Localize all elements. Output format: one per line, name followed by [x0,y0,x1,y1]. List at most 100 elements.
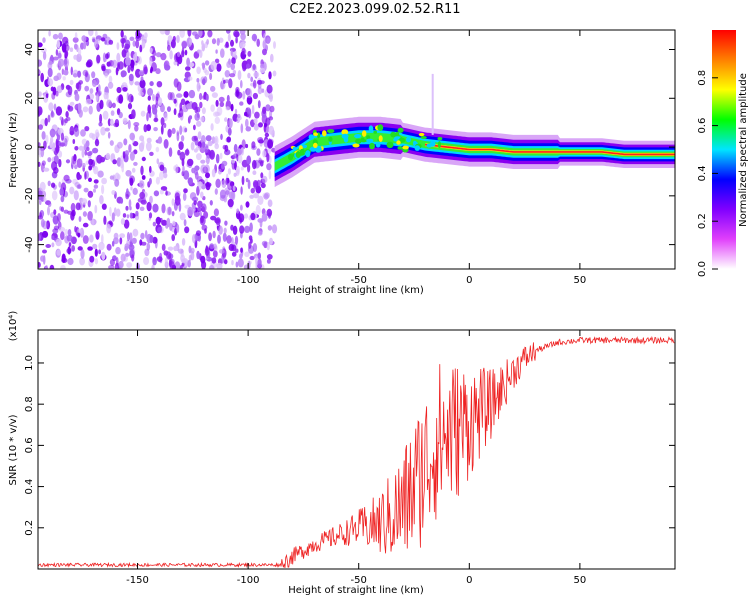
noise-blob [196,82,201,92]
noise-blob [199,211,202,217]
noise-blob [78,47,82,57]
noise-blob [147,88,154,96]
noise-blob [159,252,163,261]
noise-blob [218,225,223,235]
noise-blob [94,30,98,37]
noise-blob [152,221,157,227]
noise-blob [184,127,188,133]
noise-blob [258,122,263,128]
noise-blob [197,181,203,187]
noise-blob [218,249,225,254]
noise-blob [258,159,265,164]
noise-blob [233,143,238,153]
noise-blob [167,128,172,138]
noise-blob [209,243,215,250]
noise-blob [192,196,199,202]
noise-blob [77,174,82,180]
noise-blob [72,139,76,144]
noise-blob [123,138,128,146]
noise-blob [98,249,101,255]
noise-blob [187,206,194,217]
noise-blob [55,144,60,154]
noise-blob [247,50,252,57]
noise-blob [179,264,183,269]
snr-scale-label: (x10⁴) [8,311,19,342]
noise-blob [231,260,234,266]
noise-blob [247,179,251,190]
signal-blob [313,132,318,136]
noise-blob [80,158,83,164]
noise-blob [77,228,82,234]
noise-blob [244,111,248,117]
noise-blob [77,184,82,189]
spectrogram-y-ticks: -40 -20 0 20 40 [24,43,675,253]
noise-blob [172,220,176,227]
noise-blob [160,104,165,113]
noise-blob [214,58,220,64]
colorbar-tick-label: 0.8 [697,70,708,86]
noise-blob [69,186,75,195]
noise-blob [273,41,276,49]
noise-blob [181,158,185,167]
noise-blob [131,109,136,119]
noise-blob [104,127,110,132]
snr-x-ticks: -150 -100 -50 0 50 [126,330,586,586]
noise-blob [108,75,113,84]
noise-blob [260,63,265,70]
noise-blob [109,140,114,146]
noise-blob [126,262,133,268]
signal-blob [299,148,305,154]
noise-blob [272,70,277,77]
noise-blob [139,206,145,211]
noise-blob [40,72,44,83]
noise-blob [177,149,181,156]
y-tick-label: 20 [24,92,35,105]
noise-blob [171,198,175,206]
noise-blob [57,213,61,222]
noise-blob [116,42,120,50]
noise-blob [187,259,191,268]
noise-blob [99,156,106,163]
noise-blob [266,37,271,45]
noise-blob [196,78,200,83]
noise-blob [71,209,76,217]
noise-blob [155,52,162,58]
noise-blob [107,118,111,127]
spectrogram-noise [38,30,278,269]
noise-blob [125,170,132,177]
noise-blob [89,132,94,139]
noise-blob [74,93,80,102]
noise-blob [59,187,64,196]
noise-blob [73,54,78,60]
noise-blob [152,256,157,266]
noise-blob [47,157,52,163]
noise-blob [38,233,41,242]
colorbar-gradient [712,30,736,269]
noise-blob [109,258,115,266]
noise-blob [82,211,87,217]
noise-blob [227,168,231,175]
noise-blob [160,125,164,135]
noise-blob [128,144,132,153]
noise-blob [120,30,124,38]
noise-blob [167,246,174,251]
noise-blob [235,165,240,175]
noise-blob [201,141,206,148]
noise-blob [74,43,78,50]
noise-blob [266,84,273,94]
noise-blob [74,164,78,170]
noise-blob [42,249,47,254]
noise-blob [118,94,124,104]
noise-blob [253,123,259,131]
noise-blob [210,215,217,221]
noise-blob [67,246,71,255]
noise-blob [132,228,139,237]
noise-blob [38,91,42,97]
noise-blob [134,81,140,86]
noise-blob [150,62,157,72]
noise-blob [48,102,54,112]
noise-blob [165,190,168,196]
noise-blob [231,190,236,201]
noise-blob [126,214,130,219]
